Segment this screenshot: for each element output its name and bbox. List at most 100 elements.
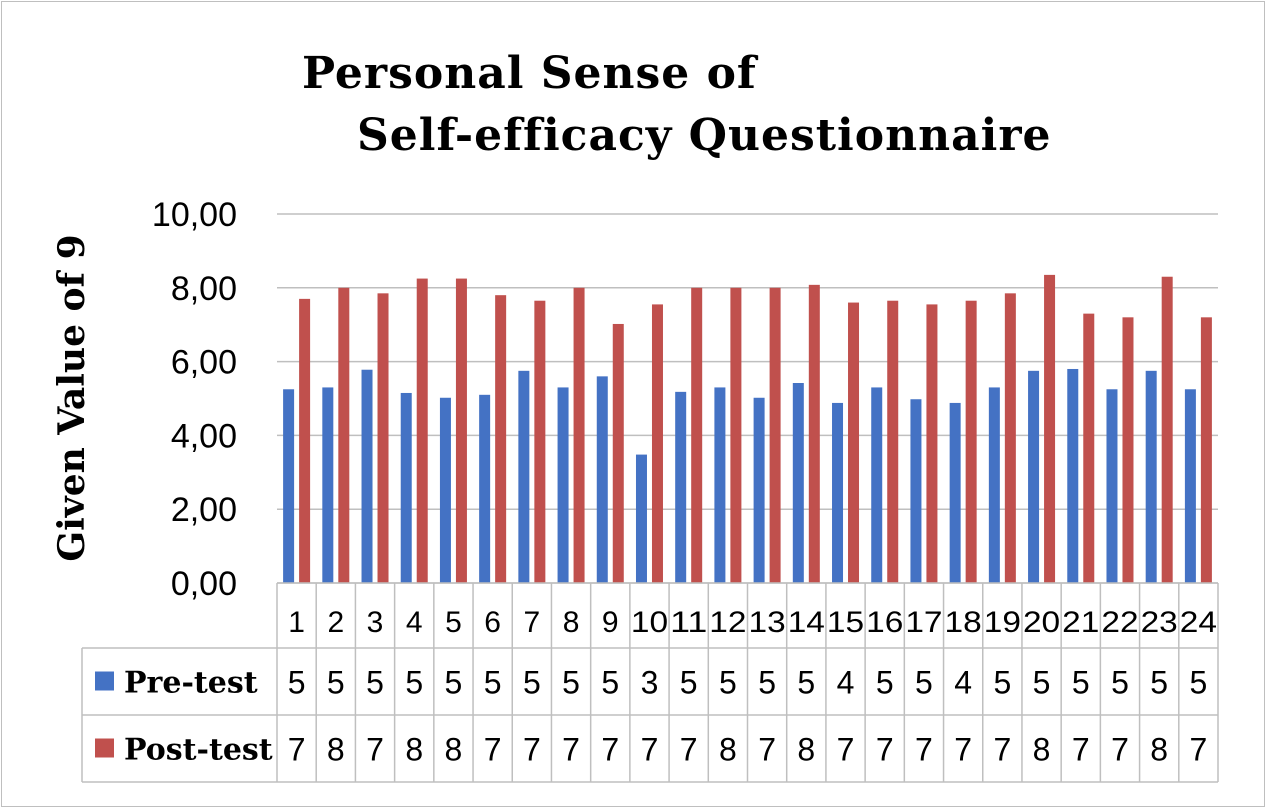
post-test-bar-5 xyxy=(455,278,467,583)
post-test-table-value-9: 7 xyxy=(601,732,619,768)
y-tick-label-2: 4,00 xyxy=(171,417,237,455)
pre-test-bar-15 xyxy=(832,402,844,583)
post-test-bar-11 xyxy=(691,287,703,583)
post-test-table-value-15: 7 xyxy=(837,732,855,768)
post-test-bar-4 xyxy=(416,278,428,583)
post-test-table-value-3: 7 xyxy=(366,732,384,768)
chart-title-line-2: Self-efficacy Questionnaire xyxy=(357,110,1052,161)
pre-test-bar-23 xyxy=(1145,370,1157,583)
pre-test-legend-label: Pre-test xyxy=(124,666,258,701)
pre-test-bar-6 xyxy=(479,394,491,583)
x-tick-label-7: 7 xyxy=(524,606,541,639)
pre-test-legend-key xyxy=(95,671,114,691)
x-tick-label-9: 9 xyxy=(602,606,619,639)
post-test-bar-22 xyxy=(1122,317,1134,583)
post-test-table-value-13: 7 xyxy=(758,732,776,768)
chart-title-line-1: Personal Sense of xyxy=(302,48,757,99)
post-test-table-value-4: 8 xyxy=(405,732,423,768)
post-test-table-value-16: 7 xyxy=(876,732,894,768)
x-tick-label-11: 11 xyxy=(670,606,707,639)
post-test-bar-10 xyxy=(651,304,663,583)
post-test-table-value-24: 7 xyxy=(1189,732,1207,768)
post-test-bar-24 xyxy=(1200,317,1212,583)
x-tick-label-21: 21 xyxy=(1062,606,1099,639)
post-test-table-value-10: 7 xyxy=(641,732,659,768)
post-test-bar-13 xyxy=(769,287,781,583)
pre-test-table-value-3: 5 xyxy=(366,665,384,701)
pre-test-table-value-1: 5 xyxy=(288,665,306,701)
pre-test-bar-8 xyxy=(557,387,569,583)
x-tick-label-14: 14 xyxy=(788,606,825,639)
post-test-bar-18 xyxy=(965,300,977,583)
pre-test-table-value-24: 5 xyxy=(1189,665,1207,701)
post-test-bar-21 xyxy=(1083,313,1095,583)
post-test-bar-2 xyxy=(338,287,350,583)
post-test-table-value-14: 8 xyxy=(797,732,815,768)
post-test-table-value-5: 8 xyxy=(445,732,463,768)
post-test-table-value-23: 8 xyxy=(1150,732,1168,768)
post-test-bar-14 xyxy=(808,284,820,583)
x-tick-label-1: 1 xyxy=(288,606,305,639)
pre-test-table-value-22: 5 xyxy=(1111,665,1129,701)
post-test-bar-8 xyxy=(573,287,585,583)
x-tick-label-10: 10 xyxy=(631,606,668,639)
y-tick-label-0: 0,00 xyxy=(171,565,237,603)
post-test-bar-20 xyxy=(1044,274,1056,583)
post-test-table-value-17: 7 xyxy=(915,732,933,768)
post-test-bar-9 xyxy=(612,323,624,583)
pre-test-table-value-20: 5 xyxy=(1033,665,1051,701)
post-test-legend-key xyxy=(95,738,114,758)
post-test-table-value-19: 7 xyxy=(993,732,1011,768)
pre-test-bar-24 xyxy=(1184,389,1196,583)
post-test-table-value-12: 8 xyxy=(719,732,737,768)
post-test-table-value-18: 7 xyxy=(954,732,972,768)
pre-test-table-value-14: 5 xyxy=(797,665,815,701)
pre-test-bar-22 xyxy=(1106,389,1118,583)
post-test-table-value-8: 7 xyxy=(562,732,580,768)
x-tick-label-4: 4 xyxy=(406,606,423,639)
pre-test-bar-10 xyxy=(635,454,647,583)
x-tick-label-23: 23 xyxy=(1141,606,1178,639)
pre-test-table-value-10: 3 xyxy=(641,665,659,701)
pre-test-bar-3 xyxy=(361,369,373,583)
pre-test-table-value-6: 5 xyxy=(484,665,502,701)
pre-test-table-value-15: 4 xyxy=(837,665,855,701)
y-tick-label-3: 6,00 xyxy=(171,344,237,382)
pre-test-bar-1 xyxy=(283,389,295,583)
post-test-bar-17 xyxy=(926,304,938,583)
post-test-bar-16 xyxy=(887,300,899,583)
post-test-table-value-22: 7 xyxy=(1111,732,1129,768)
post-test-bar-6 xyxy=(495,295,507,583)
pre-test-bar-20 xyxy=(1028,370,1040,583)
pre-test-table-value-18: 4 xyxy=(954,665,972,701)
pre-test-table-value-17: 5 xyxy=(915,665,933,701)
pre-test-bar-18 xyxy=(949,402,961,583)
x-tick-label-24: 24 xyxy=(1180,606,1217,639)
post-test-table-value-11: 7 xyxy=(680,732,698,768)
x-tick-label-16: 16 xyxy=(866,606,903,639)
pre-test-table-value-13: 5 xyxy=(758,665,776,701)
y-tick-label-1: 2,00 xyxy=(171,491,237,529)
post-test-bar-7 xyxy=(534,300,546,583)
pre-test-bar-16 xyxy=(871,387,883,583)
x-tick-label-15: 15 xyxy=(827,606,864,639)
x-tick-label-3: 3 xyxy=(367,606,384,639)
pre-test-table-value-11: 5 xyxy=(680,665,698,701)
pre-test-bar-13 xyxy=(753,397,765,583)
x-tick-label-19: 19 xyxy=(984,606,1021,639)
pre-test-bar-11 xyxy=(675,391,687,583)
post-test-table-value-21: 7 xyxy=(1072,732,1090,768)
pre-test-bar-2 xyxy=(322,387,334,583)
x-tick-label-13: 13 xyxy=(749,606,786,639)
post-test-bar-12 xyxy=(730,287,742,583)
x-tick-label-6: 6 xyxy=(484,606,501,639)
post-test-bar-3 xyxy=(377,293,389,583)
x-tick-label-20: 20 xyxy=(1023,606,1060,639)
pre-test-table-value-12: 5 xyxy=(719,665,737,701)
pre-test-bar-9 xyxy=(596,376,608,583)
pre-test-table-value-4: 5 xyxy=(405,665,423,701)
post-test-table-value-6: 7 xyxy=(484,732,502,768)
pre-test-table-value-21: 5 xyxy=(1072,665,1090,701)
x-tick-label-22: 22 xyxy=(1101,606,1138,639)
x-tick-label-8: 8 xyxy=(563,606,580,639)
